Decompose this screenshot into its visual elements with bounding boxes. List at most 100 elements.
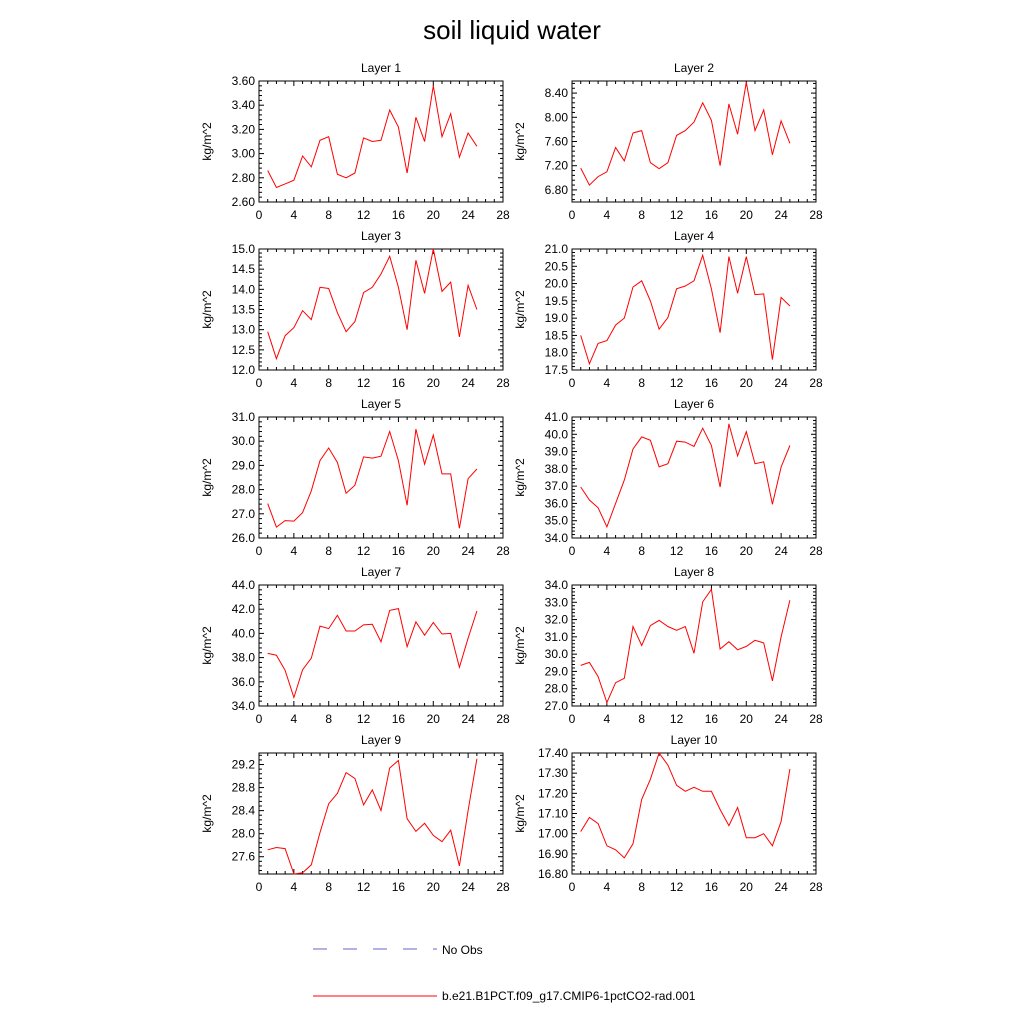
- x-tick-label: 24: [774, 376, 788, 390]
- x-tick-label: 8: [325, 712, 332, 726]
- x-tick-label: 28: [496, 208, 510, 222]
- y-tick-label: 17.5: [545, 363, 569, 377]
- x-tick-label: 16: [392, 712, 406, 726]
- chart-panel-6: Layer 6 kg/m^2 0 4 8 12 16 20 24 28 34.0 35.0 36.0 37…: [513, 397, 823, 558]
- series-line: [267, 248, 478, 361]
- x-tick-label: 16: [705, 208, 719, 222]
- x-tick-label: 24: [461, 544, 475, 558]
- plot-frame: [258, 248, 504, 371]
- y-tick-label: 28.8: [232, 781, 256, 795]
- chart-panel-4: Layer 4 kg/m^2 0 4 8 12 16 20 24 28 17.5 18.0 18.5 19…: [513, 229, 823, 390]
- x-tick-label: 16: [705, 544, 719, 558]
- y-tick-label: 8.00: [545, 110, 569, 124]
- y-tick-label: 34.0: [545, 531, 569, 545]
- x-tick-label: 20: [740, 376, 754, 390]
- y-tick-label: 40.0: [232, 626, 256, 640]
- y-tick-label: 37.0: [545, 479, 569, 493]
- y-tick-label: 31.0: [545, 630, 569, 644]
- y-tick-label: 2.60: [232, 195, 256, 209]
- x-tick-label: 20: [740, 880, 754, 894]
- y-tick-label: 18.5: [545, 328, 569, 342]
- x-tick-label: 16: [392, 880, 406, 894]
- x-tick-label: 8: [638, 712, 645, 726]
- y-tick-label: 18.0: [545, 346, 569, 360]
- y-tick-label: 17.10: [538, 807, 568, 821]
- y-tick-label: 30.0: [232, 434, 256, 448]
- y-tick-label: 15.0: [232, 242, 256, 256]
- x-tick-label: 8: [638, 376, 645, 390]
- plot-frame: [571, 752, 817, 875]
- y-tick-label: 28.4: [232, 804, 256, 818]
- legend-model-label: b.e21.B1PCT.f09_g17.CMIP6-1pctCO2-rad.00…: [442, 989, 696, 1003]
- x-tick-label: 20: [427, 208, 441, 222]
- panel-title: Layer 8: [674, 565, 714, 579]
- x-tick-label: 12: [357, 880, 371, 894]
- y-tick-label: 26.0: [232, 531, 256, 545]
- plot-frame: [258, 752, 504, 875]
- x-tick-label: 8: [638, 208, 645, 222]
- y-tick-label: 14.0: [232, 282, 256, 296]
- x-tick-label: 24: [774, 208, 788, 222]
- y-tick-label: 38.0: [232, 651, 256, 665]
- panel-title: Layer 6: [674, 397, 714, 411]
- legend-no-obs-label: No Obs: [442, 943, 483, 957]
- y-tick-label: 16.90: [538, 847, 568, 861]
- chart-panel-5: Layer 5 kg/m^2 0 4 8 12 16 20 24 28 26.0 27.0 28.0 29…: [200, 397, 510, 558]
- series-line: [580, 423, 791, 529]
- x-tick-label: 12: [357, 208, 371, 222]
- x-tick-label: 28: [809, 208, 823, 222]
- x-tick-label: 0: [569, 208, 576, 222]
- x-tick-label: 24: [774, 880, 788, 894]
- x-tick-label: 12: [670, 712, 684, 726]
- figure-title: soil liquid water: [423, 15, 601, 45]
- x-tick-label: 24: [461, 376, 475, 390]
- y-tick-label: 19.5: [545, 294, 569, 308]
- x-tick-label: 12: [357, 376, 371, 390]
- x-tick-label: 20: [740, 712, 754, 726]
- x-tick-label: 0: [569, 880, 576, 894]
- y-tick-label: 20.5: [545, 259, 569, 273]
- chart-panel-1: Layer 1 kg/m^2 0 4 8 12 16 20 24 28 2.60 2.80 3.00 3.…: [200, 61, 510, 222]
- y-axis-label: kg/m^2: [200, 290, 214, 329]
- chart-panel-9: Layer 9 kg/m^2 0 4 8 12 16 20 24 28 27.6 28.0 28.4 28…: [200, 733, 510, 894]
- x-tick-label: 0: [256, 208, 263, 222]
- y-tick-label: 39.0: [545, 445, 569, 459]
- x-tick-label: 4: [604, 208, 611, 222]
- y-tick-label: 27.0: [232, 507, 256, 521]
- y-axis-label: kg/m^2: [200, 626, 214, 665]
- x-tick-label: 4: [604, 376, 611, 390]
- x-tick-label: 4: [604, 544, 611, 558]
- series-line: [267, 85, 478, 189]
- x-tick-label: 16: [705, 376, 719, 390]
- y-tick-label: 14.5: [232, 262, 256, 276]
- series-line: [580, 82, 791, 186]
- x-tick-label: 16: [392, 376, 406, 390]
- y-tick-label: 33.0: [545, 595, 569, 609]
- x-tick-label: 12: [670, 544, 684, 558]
- series-line: [267, 608, 478, 700]
- x-tick-label: 28: [496, 544, 510, 558]
- y-tick-label: 17.20: [538, 786, 568, 800]
- y-tick-label: 34.0: [545, 578, 569, 592]
- x-tick-label: 0: [256, 712, 263, 726]
- x-tick-label: 20: [427, 880, 441, 894]
- legend: No Obs b.e21.B1PCT.f09_g17.CMIP6-1pctCO2…: [313, 943, 696, 1003]
- y-axis-label: kg/m^2: [513, 794, 527, 833]
- x-tick-label: 0: [569, 376, 576, 390]
- y-tick-label: 28.0: [232, 483, 256, 497]
- y-tick-label: 21.0: [545, 242, 569, 256]
- y-tick-label: 8.40: [545, 86, 569, 100]
- x-tick-label: 24: [461, 880, 475, 894]
- x-tick-label: 8: [325, 208, 332, 222]
- y-axis-label: kg/m^2: [200, 794, 214, 833]
- x-tick-label: 28: [496, 376, 510, 390]
- x-tick-label: 20: [427, 544, 441, 558]
- y-tick-label: 27.0: [545, 699, 569, 713]
- y-tick-label: 7.20: [545, 159, 569, 173]
- y-tick-label: 28.0: [232, 827, 256, 841]
- x-tick-label: 20: [427, 712, 441, 726]
- panel-title: Layer 4: [674, 229, 714, 243]
- x-tick-label: 4: [291, 880, 298, 894]
- x-tick-label: 0: [569, 712, 576, 726]
